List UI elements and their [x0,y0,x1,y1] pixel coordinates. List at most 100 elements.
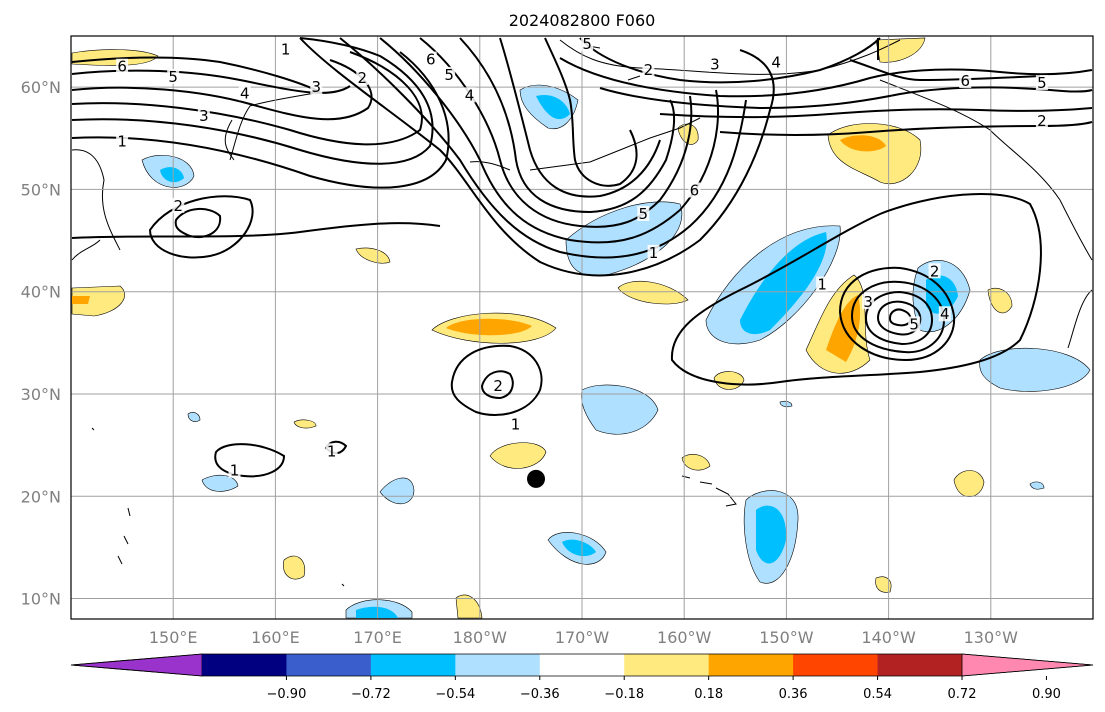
lat-tick-label: 30°N [21,385,61,404]
colorbar-segment [539,654,625,676]
shade-positive [72,296,90,304]
colorbar-segment [877,654,963,676]
colorbar-tick-label: 0.90 [1032,687,1061,702]
contour-label-bg [116,133,129,149]
coastlines [71,39,1093,587]
coastline-canada [879,79,1093,349]
contour-label-bg [492,377,505,393]
contour-label-bg [637,206,650,222]
contour-label-bg [424,51,437,67]
shade-positive [677,123,699,145]
contour-line [71,56,321,93]
lon-tick-label: 150°W [759,628,814,647]
contour-label-bg [928,263,941,279]
location-marker [527,469,546,488]
shade-positive [71,49,159,66]
lat-tick-label: 40°N [21,283,61,302]
lon-tick-label: 160°W [657,628,712,647]
colorbar-tick-label: 0.72 [948,687,977,702]
shade-positive [681,454,711,471]
colorbar-segment [708,654,794,676]
contour-label-bg [581,36,594,52]
contour-label-bg [356,69,369,85]
shade-positive [455,594,483,619]
contour-line [579,37,881,84]
contour-label-bg [938,306,951,322]
contour-label-bg [116,58,129,74]
contour-label-bg [310,79,323,95]
shade-negative [979,347,1091,392]
coastline-aleutians [469,117,701,171]
contour-line [559,57,1093,98]
shade-negative [562,539,596,557]
shade-positive [875,576,892,593]
contour-label: 6 [960,72,970,90]
contour-label: 6 [117,58,127,76]
contour-label-bg [167,68,180,84]
colorbar-tick-label: −0.36 [520,687,560,702]
contour-label-bg [816,276,829,292]
contour-label-bg [1035,112,1048,128]
contour-label: 2 [493,377,503,395]
lon-tick-label: 140°W [861,628,916,647]
contour-label-bg [1035,75,1048,91]
contour-label-bg [708,56,721,72]
colorbar-tick-label: 0.36 [779,687,808,702]
colorbar-extend-high [961,653,1094,677]
contour-label: 1 [649,244,659,262]
contour-label: 5 [582,35,592,53]
contour-label: 1 [281,40,291,58]
shade-negative [356,606,398,618]
shade-negative [187,412,201,422]
contour-line [71,51,423,146]
shade-positive [293,419,317,429]
map-title: 2024082800 F060 [509,11,656,30]
contour-label: 5 [168,68,178,86]
colorbar-segment [202,654,287,676]
contour-label: 2 [644,61,654,79]
contour-label: 1 [327,442,337,460]
axis-ticks: 150°E 160°E 170°E 180°W 170°W 160°W 150°W 140°W… [21,78,1018,647]
colorbar-tick-label: 0.18 [694,687,723,702]
shade-positive [840,135,886,152]
coastline-kamchatka [224,91,321,161]
coastline-islands [91,45,641,587]
contour-label: 5 [1037,74,1047,92]
lon-tick-label: 180°W [453,628,508,647]
contour-line [838,266,956,362]
contour-label: 5 [444,66,454,84]
contour-label: 3 [863,293,873,311]
lat-tick-label: 50°N [21,180,61,199]
contour-label-bg [197,107,210,123]
shade-positive [283,555,306,580]
contour-line [659,107,1093,118]
contour-label: 5 [909,315,919,333]
contour-label-bg [279,41,292,57]
contour-label-bg [647,244,660,260]
contour-line [719,121,1093,136]
contour-label-bg [325,443,338,459]
contour-line [71,59,373,121]
contour-label: 2 [930,262,940,280]
lon-tick-label: 160°E [251,628,300,647]
contour-label: 2 [357,69,367,87]
colorbar-segment [370,654,456,676]
contour-label: 1 [511,416,521,434]
colorbar-extend-low [70,653,203,677]
contour-label-bg [228,462,241,478]
contour-line [299,37,775,277]
contour-label-bg [862,293,875,309]
contour-line [214,443,286,478]
contour-label: 1 [230,462,240,480]
shade-positive [71,285,125,317]
contour-line [450,344,543,416]
shade-positive [617,280,689,305]
contour-line [71,37,434,165]
contour-label-bg [238,85,251,101]
contour-line [544,37,638,187]
coastline-hawaii [681,475,737,507]
shade-negative [756,505,787,564]
contour-label-bg [959,73,972,89]
colorbar-outline [70,653,1094,677]
